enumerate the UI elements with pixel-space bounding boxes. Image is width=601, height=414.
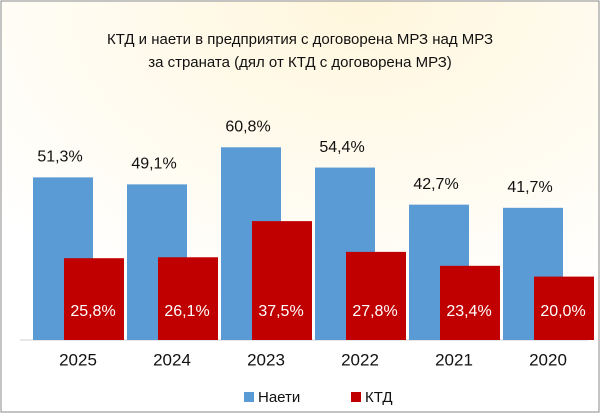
x-tick-label: 2021 (435, 350, 473, 369)
value-label: 54,4% (319, 139, 364, 156)
bar (534, 276, 594, 340)
value-label: 25,8% (70, 303, 115, 320)
legend-label: Наети (258, 389, 300, 406)
value-label: 20,0% (540, 303, 585, 320)
x-tick-label: 2023 (247, 350, 285, 369)
value-label: 49,1% (131, 156, 176, 173)
chart-title: за страната (дял от КТД с договорена МРЗ… (148, 54, 452, 71)
bar (252, 221, 312, 340)
bar (440, 265, 500, 340)
value-label: 23,4% (446, 303, 491, 320)
value-label: 37,5% (258, 303, 303, 320)
value-label: 41,7% (507, 179, 552, 196)
legend-swatch (244, 392, 254, 402)
legend-label: КТД (365, 389, 393, 406)
bar (64, 258, 124, 340)
value-label: 60,8% (225, 118, 270, 135)
legend-swatch (351, 392, 361, 402)
chart-title: КТД и наети в предприятия с договорена М… (107, 31, 493, 48)
value-label: 27,8% (352, 303, 397, 320)
x-tick-label: 2025 (59, 350, 97, 369)
value-label: 42,7% (413, 176, 458, 193)
value-label: 51,3% (37, 149, 82, 166)
x-tick-label: 2020 (529, 350, 567, 369)
bar (346, 251, 406, 340)
bar (158, 257, 218, 340)
x-tick-label: 2024 (153, 350, 191, 369)
x-tick-label: 2022 (341, 350, 379, 369)
value-label: 26,1% (164, 303, 209, 320)
